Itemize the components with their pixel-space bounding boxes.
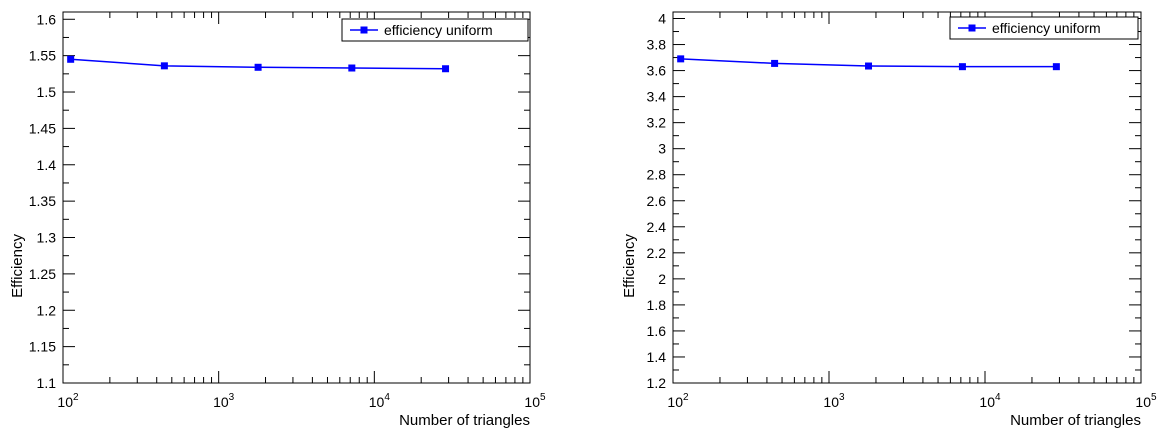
legend-label: efficiency uniform: [384, 22, 493, 38]
y-tick-label: 2.8: [647, 167, 667, 183]
y-tick-label: 1.6: [647, 323, 667, 339]
y-tick-label: 1.3: [37, 230, 57, 246]
legend: efficiency uniform: [949, 16, 1139, 40]
y-tick-label: 1.5: [37, 84, 57, 100]
legend: efficiency uniform: [341, 18, 529, 42]
data-point: [865, 62, 873, 70]
y-axis-title: Efficiency: [621, 234, 638, 298]
y-tick-label: 1.4: [647, 349, 667, 365]
chart-2: 1.2 1.4 1.6 1.8 2 2.2 2.4 2.6 2.8 3 3.2 3.4 3.6 3.8 4 1…: [621, 11, 1157, 428]
data-point: [1052, 63, 1060, 71]
data-point: [958, 63, 966, 71]
plot-frame: [672, 11, 1142, 384]
y-tick-label: 1.6: [37, 11, 57, 27]
y-tick-label: 3.8: [647, 37, 667, 53]
x-axis-title: Number of triangles: [1010, 412, 1141, 428]
data-point: [160, 62, 168, 70]
x-tick-label: 103: [823, 392, 845, 410]
data-point: [67, 55, 75, 63]
legend-marker: [360, 26, 368, 34]
x-tick-label: 104: [369, 392, 391, 410]
data-point: [442, 65, 450, 73]
y-tick-label: 2: [658, 271, 666, 287]
x-tick-label: 105: [1135, 392, 1157, 410]
x-tick-label: 103: [213, 392, 235, 410]
legend-label: efficiency uniform: [992, 20, 1101, 36]
y-tick-label: 2.2: [647, 245, 667, 261]
data-point: [771, 59, 779, 67]
y-tick-label: 1.4: [37, 157, 57, 173]
y-tick-label: 3: [658, 141, 666, 157]
y-tick-label: 4: [658, 11, 666, 27]
x-tick-label: 104: [979, 392, 1001, 410]
y-tick-label: 1.45: [29, 120, 56, 136]
x-tick-label: 102: [57, 392, 79, 410]
chart-1: 1.1 1.15 1.2 1.25 1.3 1.35 1.4 1.45 1.5 1.55 1.6 10…: [9, 11, 546, 428]
y-tick-label: 2.4: [647, 219, 667, 235]
x-tick-label: 105: [524, 392, 546, 410]
y-tick-label: 3.2: [647, 115, 667, 131]
y-tick-label: 1.2: [37, 302, 57, 318]
legend-marker: [968, 24, 976, 32]
y-tick-label: 1.1: [37, 375, 57, 391]
y-tick-label: 1.25: [29, 266, 56, 282]
data-point: [254, 63, 262, 71]
plot-frame: [62, 11, 531, 384]
data-point: [677, 55, 685, 63]
legend-box: [949, 16, 1139, 40]
y-tick-label: 3.4: [647, 89, 667, 105]
y-axis-title: Efficiency: [9, 234, 26, 298]
data-point: [348, 64, 356, 72]
y-tick-label: 1.8: [647, 297, 667, 313]
y-tick-label: 1.35: [29, 193, 56, 209]
y-tick-label: 1.55: [29, 48, 56, 64]
x-axis-title: Number of triangles: [399, 412, 530, 428]
x-tick-label: 102: [667, 392, 689, 410]
y-tick-label: 3.6: [647, 63, 667, 79]
y-tick-label: 1.2: [647, 375, 667, 391]
y-tick-label: 1.15: [29, 339, 56, 355]
legend-box: [341, 18, 529, 42]
y-tick-label: 2.6: [647, 193, 667, 209]
